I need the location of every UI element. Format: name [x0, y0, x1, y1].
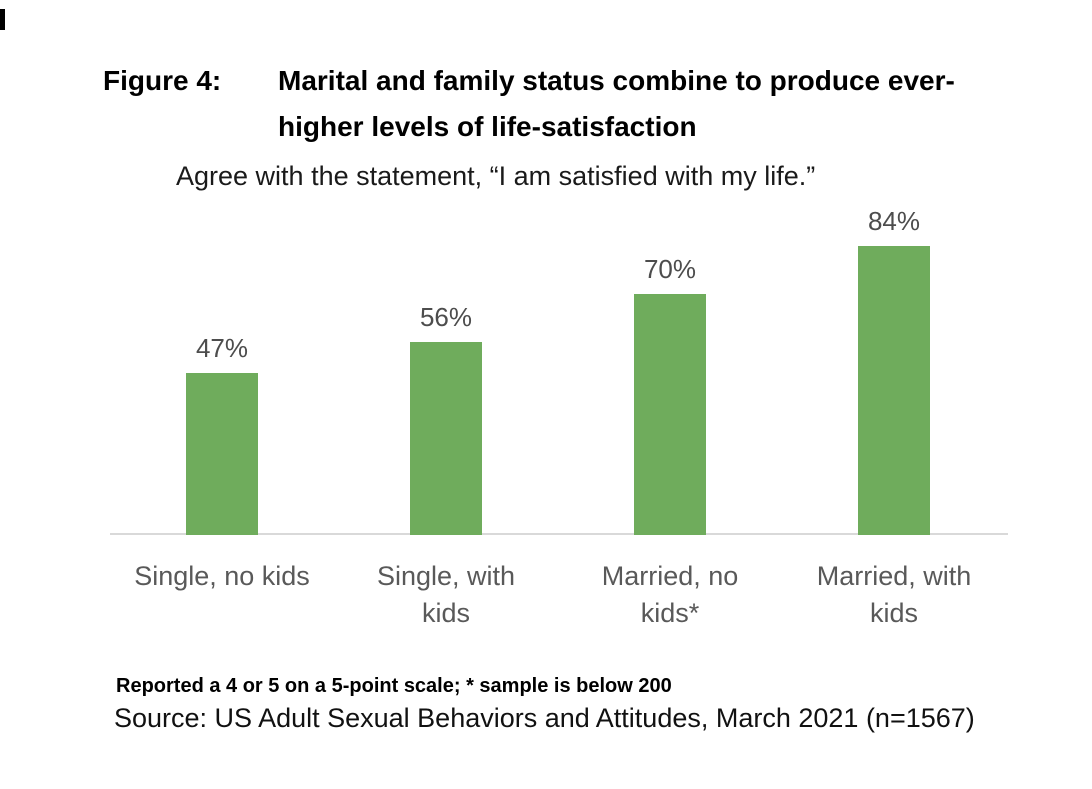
bar — [858, 246, 930, 535]
chart-subtitle: Agree with the statement, “I am satisfie… — [176, 161, 816, 191]
screenshot-edge-artifact — [0, 9, 5, 30]
bar-value-label: 56% — [419, 302, 473, 332]
bar — [410, 342, 482, 535]
bar — [634, 294, 706, 535]
x-axis-line — [110, 533, 1008, 535]
bar — [186, 373, 258, 535]
category-label: Married, with kids — [816, 561, 972, 628]
footnote: Reported a 4 or 5 on a 5-point scale; * … — [116, 675, 672, 697]
figure-number-label: Figure 4: — [103, 65, 222, 96]
bar-value-label: 70% — [643, 254, 697, 284]
category-label: Married, no kids* — [601, 561, 739, 628]
bar-value-label: 84% — [867, 206, 921, 236]
source-line: Source: US Adult Sexual Behaviors and At… — [114, 703, 975, 733]
figure-title-line-1: Marital and family status combine to pro… — [278, 65, 955, 96]
category-label: Single, with kids — [376, 561, 516, 628]
figure-title-line-2: higher levels of life-satisfaction — [278, 111, 697, 142]
category-label: Single, no kids — [134, 561, 310, 591]
figure-title: Marital and family status combine to pro… — [278, 58, 1038, 150]
bar-value-label: 47% — [195, 333, 249, 363]
